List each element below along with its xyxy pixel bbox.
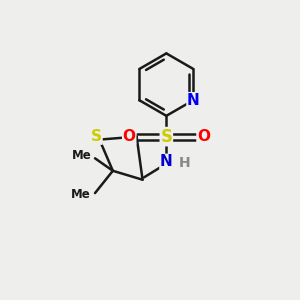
Text: O: O (123, 129, 136, 144)
Text: S: S (160, 128, 172, 146)
Text: S: S (91, 129, 102, 144)
Text: N: N (160, 154, 173, 169)
Text: O: O (197, 129, 210, 144)
Text: Me: Me (71, 188, 91, 201)
Text: Me: Me (72, 149, 92, 162)
Text: H: H (178, 156, 190, 170)
Text: N: N (187, 93, 200, 108)
